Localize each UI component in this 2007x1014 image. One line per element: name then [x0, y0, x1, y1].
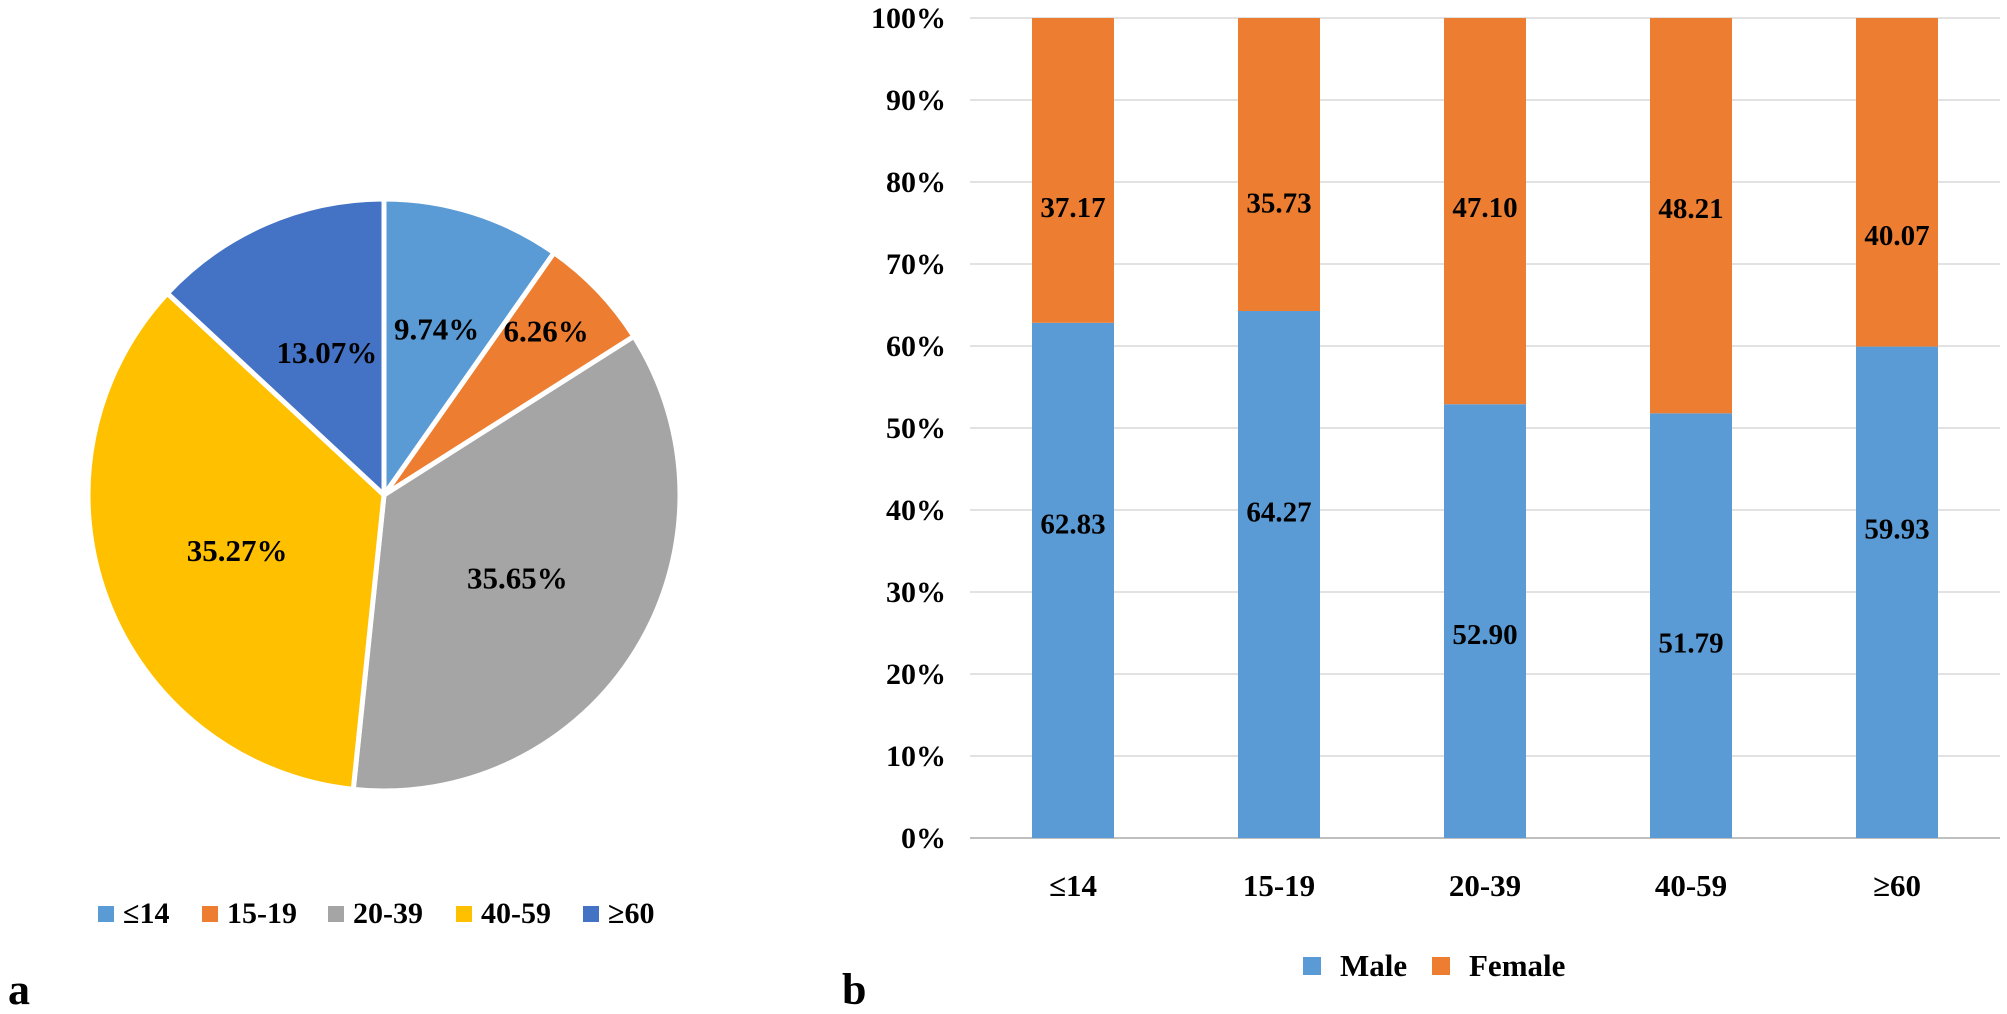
y-tick-label: 10%	[886, 740, 946, 773]
value-label-female-40-59: 48.21	[1658, 193, 1723, 225]
pie-legend-swatch-15-19	[202, 906, 218, 922]
y-tick-label: 20%	[886, 658, 946, 691]
pie-chart: 9.74% 6.26% 35.65% 35.27% 13.07% ≤14 15-19 20-…	[85, 196, 683, 930]
bar-female-40-59	[1650, 18, 1732, 414]
panel-label-b: b	[842, 965, 866, 1014]
value-label-male-ge60: 59.93	[1864, 513, 1929, 545]
y-tick-label: 80%	[886, 166, 946, 199]
y-tick-label: 40%	[886, 494, 946, 527]
pie-slice-40-59	[85, 290, 387, 792]
bar-male-40-59	[1650, 413, 1732, 838]
x-tick-label-20-39: 20-39	[1449, 868, 1521, 903]
x-tick-label-40-59: 40-59	[1655, 868, 1727, 903]
pie-label-le14: 9.74%	[394, 311, 479, 346]
bar-legend-label-female: Female	[1469, 948, 1565, 983]
bar-female-20-39	[1444, 18, 1526, 405]
bar-x-tick-labels: ≤14 15-19 20-39 40-59 ≥60	[1049, 868, 1921, 903]
pie-labels: 9.74% 6.26% 35.65% 35.27% 13.07%	[187, 311, 589, 595]
pie-legend-label-ge60: ≥60	[608, 897, 654, 930]
pie-label-20-39: 35.65%	[467, 561, 568, 596]
bar-legend: Male Female	[1303, 948, 1565, 983]
pie-legend-label-le14: ≤14	[123, 897, 169, 930]
y-tick-label: 90%	[886, 84, 946, 117]
bar-legend-swatch-female	[1432, 957, 1450, 975]
pie-legend-label-20-39: 20-39	[353, 897, 423, 930]
value-label-male-15-19: 64.27	[1246, 496, 1311, 528]
pie-slice-20-39	[350, 333, 683, 794]
bar-legend-swatch-male	[1303, 957, 1321, 975]
y-tick-label: 60%	[886, 330, 946, 363]
y-tick-label: 70%	[886, 248, 946, 281]
pie-legend-label-15-19: 15-19	[227, 897, 297, 930]
x-tick-label-ge60: ≥60	[1873, 868, 1921, 903]
pie-slice-ge60	[164, 196, 387, 498]
pie-label-15-19: 6.26%	[504, 314, 589, 349]
value-label-male-le14: 62.83	[1040, 509, 1105, 541]
pie-legend-swatch-40-59	[456, 906, 472, 922]
x-tick-label-15-19: 15-19	[1243, 868, 1315, 903]
pie-slice-le14	[381, 196, 557, 498]
bar-chart: 0% 10% 20% 30% 40% 50% 60% 70% 80% 90% 100% 62.83 3…	[871, 2, 2000, 983]
pie-legend-swatch-20-39	[328, 906, 344, 922]
bar-female-le14	[1032, 18, 1114, 323]
y-tick-label: 50%	[886, 412, 946, 445]
y-tick-label: 100%	[871, 2, 946, 35]
value-label-female-ge60: 40.07	[1864, 220, 1929, 252]
y-tick-label: 30%	[886, 576, 946, 609]
value-label-female-le14: 37.17	[1040, 192, 1105, 224]
bar-y-tick-labels: 0% 10% 20% 30% 40% 50% 60% 70% 80% 90% 100%	[871, 2, 946, 855]
pie-legend: ≤14 15-19 20-39 40-59 ≥60	[98, 897, 654, 930]
bar-male-le14	[1032, 322, 1114, 838]
bar-male-20-39	[1444, 404, 1526, 838]
value-label-female-20-39: 47.10	[1452, 192, 1517, 224]
bar-male-ge60	[1856, 346, 1938, 838]
pie-label-40-59: 35.27%	[187, 533, 288, 568]
bar-value-labels: 62.83 37.17 64.27 35.73 52.90 47.10 51.79 48.21…	[1040, 188, 1929, 660]
value-label-female-15-19: 35.73	[1246, 188, 1311, 220]
bar-legend-label-male: Male	[1340, 948, 1407, 983]
y-tick-label: 0%	[901, 822, 946, 855]
bar-female-15-19	[1238, 18, 1320, 311]
bar-female-ge60	[1856, 18, 1938, 347]
pie-legend-swatch-ge60	[583, 906, 599, 922]
pie-label-ge60: 13.07%	[276, 335, 377, 370]
bar-bars	[1032, 18, 1938, 839]
pie-slices	[85, 196, 683, 794]
panel-label-a: a	[8, 965, 30, 1014]
x-tick-label-le14: ≤14	[1049, 868, 1097, 903]
value-label-male-40-59: 51.79	[1658, 628, 1723, 660]
pie-legend-label-40-59: 40-59	[481, 897, 551, 930]
pie-legend-swatch-le14	[98, 906, 114, 922]
bar-male-15-19	[1238, 310, 1320, 839]
value-label-male-20-39: 52.90	[1452, 619, 1517, 651]
